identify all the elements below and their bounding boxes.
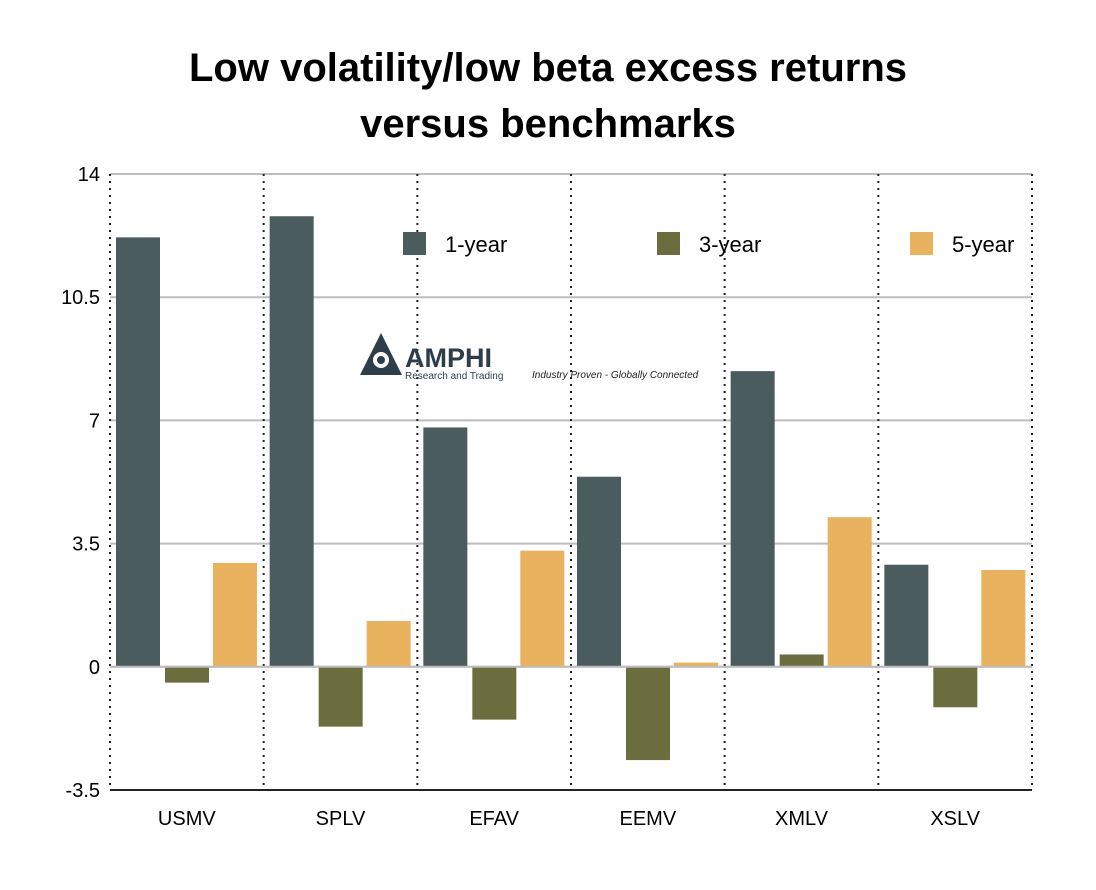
bar-efav-5-year <box>520 550 565 667</box>
legend-swatch <box>657 232 680 255</box>
bar-xmlv-5-year <box>827 517 872 667</box>
bar-xslv-1-year <box>884 564 929 667</box>
x-tick-label: SPLV <box>316 808 366 830</box>
legend-swatch <box>910 232 933 255</box>
y-tick-label: -3.5 <box>66 780 100 802</box>
bar-usmv-5-year <box>213 562 257 667</box>
title-line-2: versus benchmarks <box>360 102 736 146</box>
legend-label: 3-year <box>699 232 761 257</box>
logo-name: AMPHI <box>405 343 492 373</box>
y-tick-label: 14 <box>78 164 100 186</box>
bar-xmlv-1-year <box>730 371 775 667</box>
bar-usmv-1-year <box>116 237 160 667</box>
y-tick-label: 0 <box>89 657 100 679</box>
logo-tagline: Industry Proven - Globally Connected <box>532 370 699 381</box>
bar-splv-1-year <box>269 216 314 667</box>
y-tick-label: 10.5 <box>61 287 100 309</box>
x-tick-label: USMV <box>158 808 216 830</box>
chart-title: Low volatility/low beta excess returns v… <box>0 40 1096 152</box>
y-tick-label: 3.5 <box>72 534 100 556</box>
bar-xslv-5-year <box>981 570 1026 667</box>
legend-label: 1-year <box>445 232 507 257</box>
title-line-1: Low volatility/low beta excess returns <box>188 46 907 90</box>
x-tick-label: XMLV <box>775 808 829 830</box>
amphi-watermark-logo: AMPHI Research and Trading Industry Prov… <box>360 333 699 382</box>
bar-xmlv-3-year <box>779 654 824 667</box>
bar-efav-3-year <box>472 666 517 720</box>
y-tick-label: 7 <box>89 410 100 432</box>
amphi-logo-icon <box>360 333 402 375</box>
bar-eemv-3-year <box>626 666 670 761</box>
legend-swatch <box>403 232 426 255</box>
bar-splv-5-year <box>366 621 411 667</box>
bar-xslv-3-year <box>933 666 978 708</box>
bar-efav-1-year <box>423 427 468 667</box>
bar-usmv-3-year <box>165 666 209 683</box>
legend-label: 5-year <box>952 232 1014 257</box>
logo-subtitle: Research and Trading <box>405 371 503 382</box>
bar-eemv-1-year <box>577 476 621 667</box>
x-tick-label: EEMV <box>619 808 676 830</box>
bar-splv-3-year <box>318 666 363 727</box>
x-tick-label: XSLV <box>930 808 980 830</box>
bar-eemv-5-year <box>674 662 718 667</box>
x-tick-label: EFAV <box>469 808 519 830</box>
